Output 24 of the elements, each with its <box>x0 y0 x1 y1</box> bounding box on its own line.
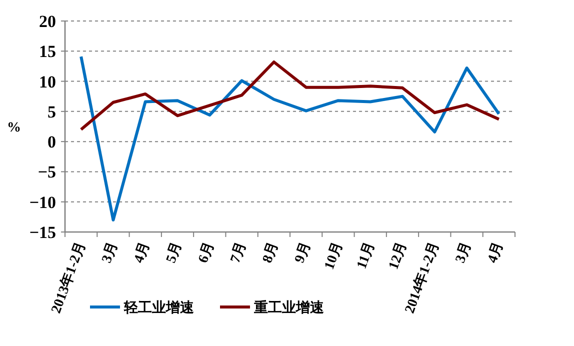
y-tick-label: −5 <box>38 162 56 182</box>
x-tick-label: 3月 <box>100 240 121 266</box>
y-tick-label: −15 <box>29 223 56 242</box>
x-tick-label: 6月 <box>196 240 218 266</box>
legend-label: 轻工业增速 <box>123 300 195 316</box>
y-tick-label: 15 <box>39 42 56 62</box>
y-axis-title: % <box>7 120 21 136</box>
x-tick-label: 7月 <box>228 240 250 266</box>
x-tick-label: 5月 <box>164 240 186 266</box>
x-tick-label: 3月 <box>453 240 475 266</box>
y-tick-label: 10 <box>39 72 56 92</box>
y-tick-label: −10 <box>29 192 56 212</box>
x-tick-label: 12月 <box>386 240 410 272</box>
legend-label: 重工业增速 <box>253 300 325 316</box>
y-tick-label: 5 <box>48 102 56 122</box>
y-tick-label: 20 <box>39 12 56 31</box>
x-tick-label: 4月 <box>485 240 507 266</box>
x-tick-label: 9月 <box>292 240 314 266</box>
x-tick-label: 4月 <box>132 240 154 266</box>
x-tick-label: 10月 <box>322 240 346 272</box>
x-tick-label: 11月 <box>354 240 378 271</box>
y-tick-label: 0 <box>48 132 56 152</box>
x-tick-label: 2013年1-2月 <box>48 240 89 316</box>
x-tick-label: 8月 <box>260 240 282 266</box>
